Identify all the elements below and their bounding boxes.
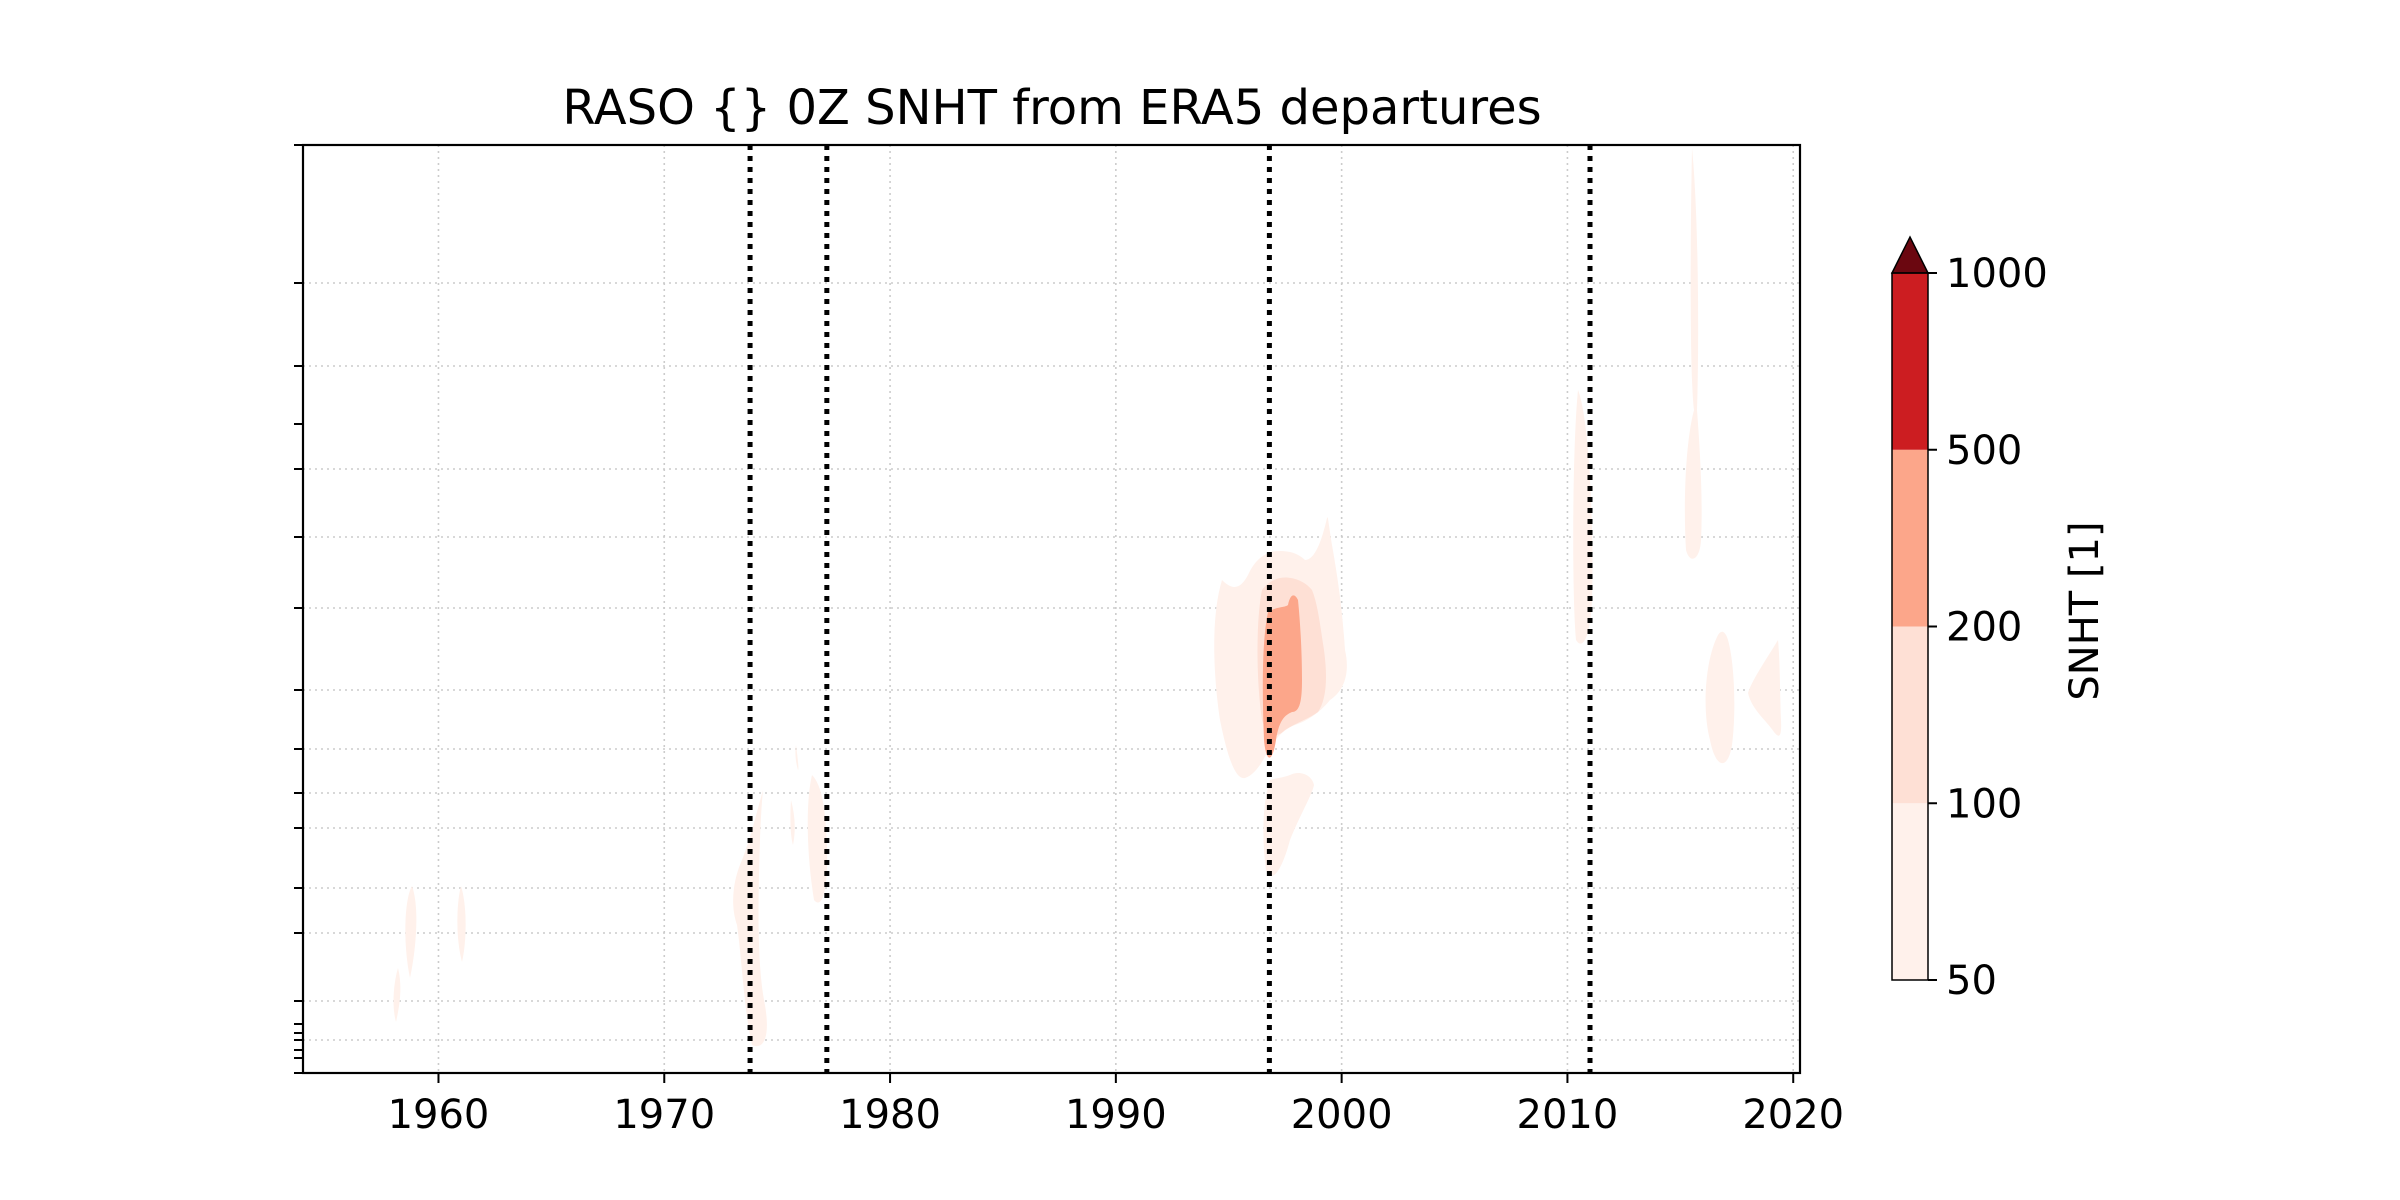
x-tick-label-2010: 2010	[1517, 1092, 1619, 1138]
plot-area	[303, 145, 1800, 1073]
chart-title: RASO {} 0Z SNHT from ERA5 departures	[562, 80, 1541, 136]
snht-region-2016	[1705, 631, 1735, 764]
colorbar-segment-50-100	[1892, 803, 1928, 980]
x-tick-label-1980: 1980	[839, 1092, 941, 1138]
x-tick-label-1960: 1960	[388, 1092, 490, 1138]
colorbar-segment-500-1000	[1892, 273, 1928, 450]
snht-region-1961	[457, 886, 466, 962]
colorbar-extend-arrow	[1890, 235, 1930, 274]
snht-region-2015	[1684, 148, 1702, 559]
snht-region-1997-core	[1262, 595, 1302, 758]
colorbar: 50 100 200 500 1000	[1890, 235, 2048, 1004]
colorbar-tick-label-1000: 1000	[1946, 251, 2048, 297]
snht-region-2018	[1748, 640, 1782, 736]
colorbar-tick-label-50: 50	[1946, 958, 1997, 1004]
x-tick-label-2000: 2000	[1291, 1092, 1393, 1138]
x-tick-label-1990: 1990	[1065, 1092, 1167, 1138]
colorbar-tick-label-100: 100	[1946, 781, 2022, 827]
snht-region-1998-lower	[1263, 773, 1314, 876]
break-markers	[747, 145, 1593, 1073]
x-axis: 1960 1970 1980 1990 2000 2010 2020	[388, 1073, 1844, 1138]
colorbar-segment-200-500	[1892, 449, 1928, 627]
colorbar-segment-100-200	[1892, 626, 1928, 804]
colorbar-tick-label-500: 500	[1946, 428, 2022, 474]
y-axis-ticks	[294, 144, 303, 1074]
x-tick-label-1970: 1970	[613, 1092, 715, 1138]
colorbar-tick-label-200: 200	[1946, 605, 2022, 651]
snht-region-1958a	[393, 968, 401, 1022]
snht-region-1958b	[405, 886, 417, 978]
grid-lines	[303, 145, 1800, 1073]
colorbar-label: SNHT [1]	[2062, 521, 2108, 700]
x-tick-label-2020: 2020	[1742, 1092, 1844, 1138]
snht-region-1976	[790, 745, 828, 903]
